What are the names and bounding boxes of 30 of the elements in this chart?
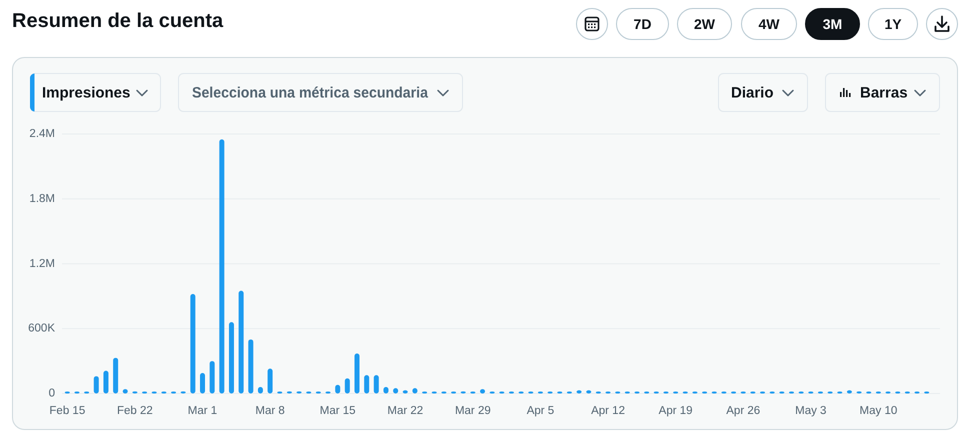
- x-tick-label: Apr 19: [658, 405, 693, 417]
- x-tick-label: May 10: [860, 405, 898, 417]
- button[interactable]: 2W: [677, 8, 732, 40]
- button[interactable]: 3M: [805, 8, 860, 40]
- y-tick-label: 0: [48, 388, 55, 400]
- x-tick-label: Mar 22: [387, 405, 424, 417]
- x-tick-label: Apr 5: [526, 405, 554, 417]
- x-tick-label: Mar 15: [320, 405, 356, 417]
- x-tick-label: Mar 1: [188, 405, 218, 417]
- text: Barras: [860, 84, 908, 102]
- chart-title: Resumen de la cuenta: [12, 10, 224, 32]
- text: Impresiones: [42, 84, 130, 102]
- x-tick-label: Mar 29: [454, 405, 491, 417]
- x-tick-label: Mar 8: [255, 405, 285, 417]
- dropdown[interactable]: [30, 73, 161, 112]
- x-tick-label: May 3: [795, 405, 826, 417]
- text: Selecciona una métrica secundaria: [192, 84, 442, 102]
- text: Diario: [731, 84, 774, 102]
- button[interactable]: 4W: [741, 8, 797, 40]
- dropdown[interactable]: [825, 73, 940, 112]
- dropdown[interactable]: [718, 73, 808, 112]
- y-tick-label: 2.4M: [29, 128, 55, 140]
- y-tick-label: 1.8M: [29, 192, 55, 205]
- y-tick-label: 1.2M: [29, 258, 55, 270]
- x-tick-label: Apr 12: [591, 405, 625, 417]
- x-tick-label: Apr 26: [726, 405, 760, 417]
- button[interactable]: 7D: [616, 8, 669, 40]
- x-tick-label: Feb 15: [49, 405, 86, 417]
- y-tick-label: 600K: [28, 322, 56, 335]
- x-tick-label: Feb 22: [117, 405, 153, 417]
